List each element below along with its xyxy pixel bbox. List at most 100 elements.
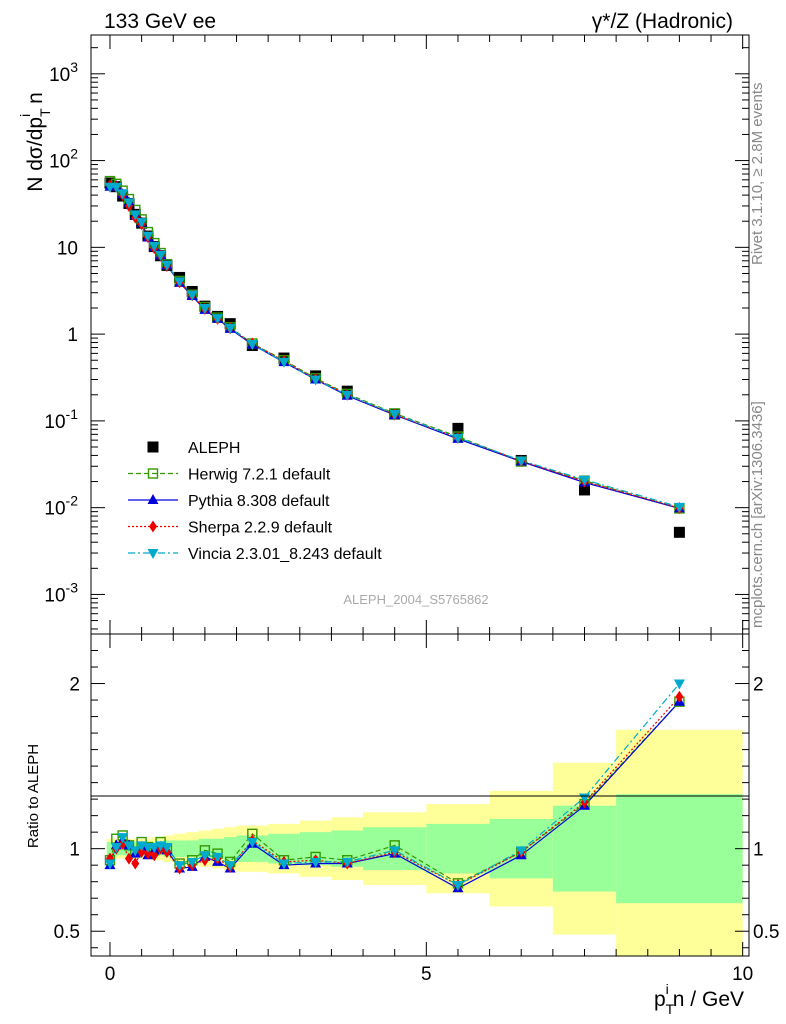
main-data-point xyxy=(673,526,685,538)
legend-label: Vincia 2.3.01_8.243 default xyxy=(188,546,382,563)
ratio-panel-series xyxy=(104,679,685,893)
x-tick-label: 0 xyxy=(105,964,116,985)
ratio-data-point xyxy=(278,859,290,870)
ratio-data-point xyxy=(341,857,353,868)
ratio-y-tick-label-right: 0.5 xyxy=(753,922,779,943)
main-data-point xyxy=(579,475,590,486)
legend-label: ALEPH xyxy=(188,440,240,457)
x-tick-label: 5 xyxy=(421,964,432,985)
main-panel-frame xyxy=(90,34,750,635)
main-y-tick-label: 10-1 xyxy=(44,406,78,433)
ratio-band-inner xyxy=(552,805,617,892)
legend-label: Herwig 7.2.1 default xyxy=(188,467,331,484)
legend-label: Pythia 8.308 default xyxy=(188,493,330,510)
main-data-point xyxy=(199,303,211,314)
main-data-point xyxy=(174,277,186,288)
main-data-point xyxy=(341,390,353,401)
ratio-data-point xyxy=(131,857,140,870)
main-data-point xyxy=(278,357,290,368)
main-panel-series xyxy=(104,175,685,538)
main-series-line xyxy=(110,186,680,508)
main-data-point xyxy=(148,241,160,252)
ratio-data-point xyxy=(123,841,135,852)
ratio-y-tick-label-right: 1 xyxy=(753,840,764,861)
ratio-data-point xyxy=(199,851,211,862)
main-data-point xyxy=(142,231,154,242)
ratio-y-tick-label-left: 2 xyxy=(69,675,80,696)
main-y-axis-label: N dσ/dpTi n xyxy=(17,92,53,192)
main-y-tick-label: 103 xyxy=(49,59,78,86)
ratio-band-inner xyxy=(185,840,199,857)
main-y-tick-label: 10 xyxy=(57,238,78,259)
ratio-y-tick-label-left: 1 xyxy=(69,840,80,861)
ratio-band-inner xyxy=(106,842,114,856)
ratio-y-tick-label-right: 2 xyxy=(753,675,764,696)
main-data-point xyxy=(110,182,122,193)
main-data-point xyxy=(224,323,236,334)
header-left-label: 133 GeV ee xyxy=(104,10,216,33)
ratio-data-point xyxy=(110,843,122,854)
main-y-tick-label: 102 xyxy=(49,146,78,173)
ratio-data-point xyxy=(104,859,116,870)
main-y-tick-label: 10-2 xyxy=(44,493,78,520)
ratio-data-point xyxy=(515,846,527,857)
legend-label: Sherpa 2.2.9 default xyxy=(188,520,333,537)
ratio-band-inner xyxy=(616,794,743,904)
main-data-point xyxy=(155,250,167,261)
main-data-point xyxy=(117,189,129,200)
main-data-point xyxy=(389,410,401,421)
ratio-data-point xyxy=(224,861,236,872)
main-data-point xyxy=(129,210,141,221)
legend: ALEPH Herwig 7.2.1 default Pythia 8.308 de… xyxy=(128,440,382,563)
main-data-point xyxy=(452,433,464,444)
ratio-data-point xyxy=(137,845,146,858)
main-data-point xyxy=(161,260,173,271)
main-data-point xyxy=(452,422,464,434)
ratio-data-point xyxy=(143,847,152,860)
ratio-data-point xyxy=(150,849,159,862)
ratio-data-point xyxy=(117,833,129,844)
main-y-tick-label: 1 xyxy=(67,325,78,346)
ratio-data-point xyxy=(129,846,141,857)
axis-ticks: 0 5 10 10-3 10-2 10-1 1 10 102 103 0.5 0.5 1 1 2 2 xyxy=(44,35,779,985)
main-data-point xyxy=(673,502,685,513)
x-tick-label: 10 xyxy=(732,964,753,985)
ratio-data-point xyxy=(675,690,684,703)
legend-marker xyxy=(147,468,159,479)
ratio-panel-frame xyxy=(90,633,750,957)
ratio-data-point xyxy=(673,679,685,690)
ratio-data-point xyxy=(452,880,464,891)
main-y-tick-label: 10-3 xyxy=(44,579,78,606)
main-series-line xyxy=(109,185,680,509)
legend-marker xyxy=(147,549,159,559)
ratio-data-point xyxy=(246,838,258,849)
main-data-point xyxy=(310,375,322,386)
watermark-label: ALEPH_2004_S5765862 xyxy=(343,592,488,607)
legend-marker xyxy=(147,441,159,453)
header-right-label: γ*/Z (Hadronic) xyxy=(592,10,733,33)
main-data-point xyxy=(246,339,258,350)
ratio-data-point xyxy=(174,861,186,872)
main-data-point xyxy=(123,198,135,209)
main-data-point xyxy=(515,456,527,467)
ratio-data-point xyxy=(124,852,133,865)
legend-marker xyxy=(147,494,159,504)
ratio-data-point xyxy=(148,843,160,854)
ratio-data-point xyxy=(161,843,173,854)
main-data-point xyxy=(136,218,148,229)
legend-marker xyxy=(149,520,157,533)
main-data-point xyxy=(579,484,590,496)
ratio-y-axis-label: Ratio to ALEPH xyxy=(25,744,42,848)
ratio-data-point xyxy=(118,837,127,850)
ratio-data-point xyxy=(212,852,224,863)
main-data-point xyxy=(212,314,224,325)
x-axis-label: pTi n / GeV xyxy=(654,981,744,1017)
main-data-point xyxy=(186,290,198,301)
ratio-y-tick-label-left: 0.5 xyxy=(54,922,80,943)
main-series-line xyxy=(109,184,680,509)
mcplots-label: mcplots.cern.ch [arXiv:1306.3436] xyxy=(749,401,766,628)
main-series-line xyxy=(109,180,680,509)
ratio-uncertainty-bands xyxy=(106,729,743,956)
ratio-data-point xyxy=(186,857,198,868)
